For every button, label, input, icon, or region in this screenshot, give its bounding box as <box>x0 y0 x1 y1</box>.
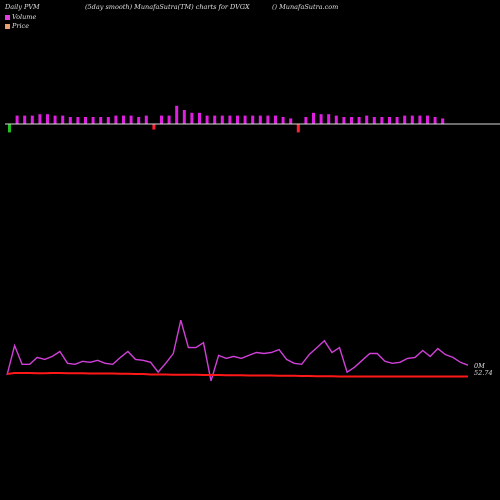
volume-bar <box>129 115 133 124</box>
volume-last-label: 0M <box>474 362 485 370</box>
chart-header-title: (5day smooth) MunafaSutra(TM) charts for… <box>85 3 250 11</box>
volume-bar <box>220 115 224 124</box>
volume-bar <box>144 115 148 124</box>
volume-bars <box>8 105 445 133</box>
volume-bar <box>114 115 118 124</box>
volume-bar <box>23 115 27 124</box>
volume-bar <box>106 117 110 124</box>
volume-bar <box>84 117 87 124</box>
volume-bar <box>15 115 19 124</box>
volume-bar <box>46 114 49 124</box>
volume-bar <box>365 115 369 124</box>
volume-bar <box>327 114 331 124</box>
volume-bar <box>76 117 80 124</box>
volume-bar <box>281 117 285 124</box>
volume-bar <box>205 115 209 124</box>
volume-bar <box>175 105 179 124</box>
volume-bar <box>61 115 65 124</box>
volume-bar <box>160 115 163 124</box>
volume-bar <box>274 115 277 124</box>
price-line <box>6 372 468 378</box>
volume-bar <box>182 110 186 124</box>
volume-bar <box>190 112 194 124</box>
volume-bar <box>8 124 11 133</box>
volume-bar <box>441 118 445 124</box>
volume-bar <box>410 115 414 124</box>
volume-bar <box>403 115 407 124</box>
chart-header-source: () MunafaSutra.com <box>272 3 339 11</box>
volume-bar <box>426 115 429 124</box>
chart-header-left: Daily PVM <box>5 3 40 11</box>
volume-bar <box>38 114 42 124</box>
volume-bar <box>137 117 141 124</box>
volume-bar <box>30 115 34 124</box>
volume-bar <box>372 117 376 124</box>
volume-bar <box>91 117 95 124</box>
volume-bar <box>152 124 156 130</box>
volume-bar <box>228 115 232 124</box>
volume-bar <box>122 115 125 124</box>
volume-bar <box>395 117 399 124</box>
volume-bar <box>167 115 171 124</box>
volume-bar <box>304 117 308 124</box>
volume-bar <box>418 115 422 124</box>
volume-bar <box>296 124 300 133</box>
volume-bar <box>380 117 384 124</box>
volume-bar <box>357 117 361 124</box>
legend-volume-swatch <box>5 14 10 20</box>
volume-bar <box>243 115 247 124</box>
volume-bar <box>68 117 72 124</box>
volume-bar <box>251 115 255 124</box>
legend-price-label: Price <box>12 22 30 30</box>
volume-bar <box>213 115 217 124</box>
volume-bar <box>342 117 346 124</box>
volume-bar <box>258 115 262 124</box>
volume-bar <box>266 115 270 124</box>
legend-volume: Volume <box>5 13 36 21</box>
volume-bar <box>319 114 323 124</box>
volume-bar <box>99 117 103 124</box>
volume-bar <box>350 117 353 124</box>
volume-bar <box>388 117 391 124</box>
volume-bar <box>433 117 437 124</box>
legend-price: Price <box>5 22 29 30</box>
legend-volume-label: Volume <box>12 13 37 21</box>
volume-bar <box>334 115 338 124</box>
legend-price-swatch <box>5 23 10 29</box>
volume-bar <box>312 112 315 124</box>
volume-bar <box>289 118 293 124</box>
volume-bar <box>236 115 239 124</box>
volume-bar <box>53 115 57 124</box>
volume-line <box>6 320 469 382</box>
price-last-label: 52.74 <box>474 369 493 377</box>
volume-bar <box>198 112 201 124</box>
